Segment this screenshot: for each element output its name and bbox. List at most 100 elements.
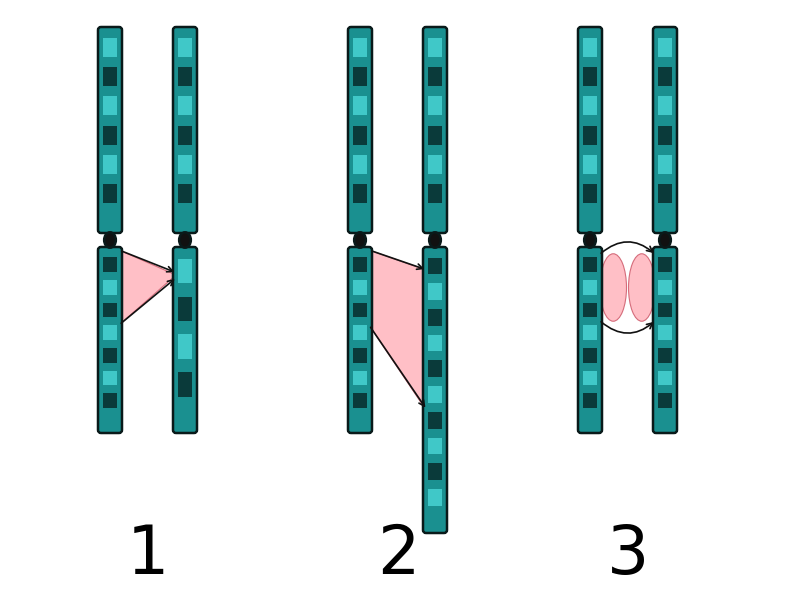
Bar [583, 38, 597, 57]
Bar [658, 302, 672, 317]
Bar [583, 348, 597, 362]
Bar [103, 393, 117, 408]
FancyBboxPatch shape [423, 27, 447, 233]
Bar [583, 257, 597, 272]
Ellipse shape [584, 232, 596, 248]
Bar [178, 296, 192, 321]
Ellipse shape [659, 232, 671, 248]
Bar [103, 97, 117, 115]
FancyBboxPatch shape [348, 247, 372, 433]
Bar [583, 393, 597, 408]
Bar [353, 38, 367, 57]
Polygon shape [119, 250, 176, 325]
Bar [178, 67, 192, 86]
Ellipse shape [629, 254, 655, 321]
Bar [658, 393, 672, 408]
Bar [583, 184, 597, 203]
Bar [178, 97, 192, 115]
Bar [428, 38, 442, 57]
Text: 1: 1 [127, 522, 169, 588]
Bar [583, 67, 597, 86]
Bar [353, 97, 367, 115]
Polygon shape [369, 250, 426, 410]
Bar [428, 97, 442, 115]
Bar [658, 125, 672, 145]
Bar [658, 38, 672, 57]
Bar [658, 348, 672, 362]
Bar [178, 184, 192, 203]
Bar [103, 325, 117, 340]
FancyBboxPatch shape [653, 27, 677, 233]
Bar [178, 38, 192, 57]
FancyBboxPatch shape [423, 247, 447, 533]
Bar [428, 283, 442, 300]
Ellipse shape [429, 232, 441, 248]
Bar [178, 155, 192, 174]
Bar [428, 309, 442, 326]
Bar [353, 125, 367, 145]
Bar [103, 38, 117, 57]
Bar [353, 302, 367, 317]
Bar [103, 125, 117, 145]
Ellipse shape [600, 254, 626, 321]
Bar [428, 184, 442, 203]
Bar [353, 67, 367, 86]
Bar [428, 412, 442, 428]
Bar [428, 463, 442, 480]
Bar [103, 371, 117, 385]
Bar [583, 280, 597, 295]
Bar [428, 489, 442, 506]
FancyBboxPatch shape [173, 27, 197, 233]
Bar [353, 393, 367, 408]
Bar [583, 325, 597, 340]
Bar [428, 125, 442, 145]
Bar [428, 257, 442, 274]
Bar [583, 97, 597, 115]
Ellipse shape [104, 232, 116, 248]
FancyBboxPatch shape [98, 247, 122, 433]
FancyBboxPatch shape [578, 247, 602, 433]
Ellipse shape [179, 232, 191, 248]
Bar [353, 184, 367, 203]
Bar [103, 184, 117, 203]
Bar [103, 302, 117, 317]
Bar [428, 361, 442, 377]
Bar [583, 155, 597, 174]
Bar [103, 67, 117, 86]
FancyBboxPatch shape [348, 27, 372, 233]
Bar [178, 259, 192, 283]
Bar [428, 386, 442, 403]
Bar [353, 280, 367, 295]
FancyBboxPatch shape [98, 27, 122, 233]
Bar [658, 325, 672, 340]
Bar [428, 155, 442, 174]
Ellipse shape [354, 232, 366, 248]
Bar [658, 67, 672, 86]
Bar [353, 155, 367, 174]
FancyBboxPatch shape [578, 27, 602, 233]
FancyBboxPatch shape [173, 247, 197, 433]
Bar [353, 257, 367, 272]
Bar [103, 155, 117, 174]
Bar [583, 371, 597, 385]
Bar [178, 372, 192, 397]
Bar [658, 371, 672, 385]
Bar [583, 125, 597, 145]
Bar [658, 280, 672, 295]
Bar [428, 437, 442, 454]
Bar [353, 348, 367, 362]
Bar [353, 325, 367, 340]
Bar [658, 184, 672, 203]
Bar [103, 348, 117, 362]
Bar [583, 302, 597, 317]
Bar [658, 97, 672, 115]
FancyBboxPatch shape [653, 247, 677, 433]
Bar [353, 371, 367, 385]
Bar [103, 280, 117, 295]
Bar [178, 334, 192, 359]
Text: 3: 3 [607, 522, 649, 588]
Text: 2: 2 [377, 522, 419, 588]
Bar [428, 67, 442, 86]
Bar [178, 125, 192, 145]
Bar [658, 155, 672, 174]
